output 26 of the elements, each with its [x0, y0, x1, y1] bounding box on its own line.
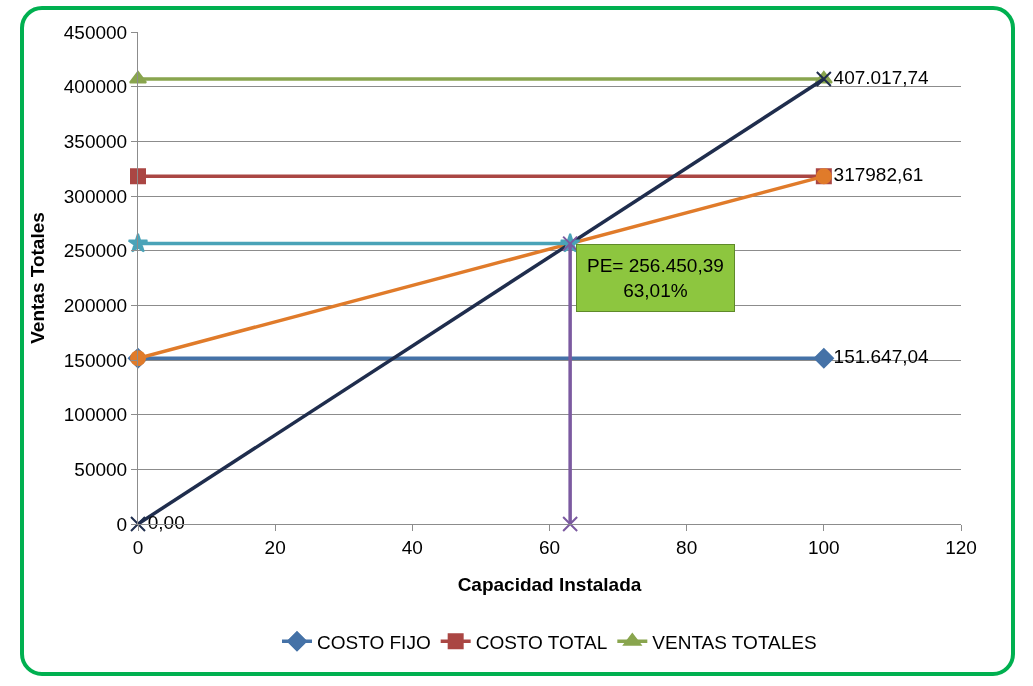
- x-tick-label: 120: [945, 536, 977, 558]
- y-tick-label: 250000: [63, 240, 128, 262]
- y-tick-label: 50000: [74, 458, 128, 480]
- legend-label: COSTO FIJO: [317, 631, 431, 653]
- y-tick-label: 450000: [63, 21, 128, 43]
- x-axis-title: Capacidad Instalada: [457, 574, 642, 595]
- x-tick-label: 20: [264, 536, 286, 558]
- data-label: 317982,61: [833, 164, 924, 186]
- y-tick-label: 300000: [63, 185, 128, 207]
- y-tick-label: 150000: [63, 349, 128, 371]
- y-tick-label: 350000: [63, 130, 128, 152]
- x-tick-label: 60: [538, 536, 561, 558]
- data-label: 151.647,04: [833, 345, 930, 367]
- x-tick-label: 0: [132, 536, 144, 558]
- y-tick-label: 400000: [63, 76, 128, 98]
- y-tick-label: 0: [116, 513, 128, 535]
- legend-label: COSTO TOTAL: [475, 631, 608, 653]
- data-label: 407.017,74: [833, 66, 930, 88]
- y-tick-label: 200000: [63, 294, 128, 316]
- annotation: PE= 256.450,39 63,01%: [587, 255, 724, 301]
- y-axis-title: Ventas Totales: [26, 212, 48, 344]
- x-tick-label: 80: [676, 536, 698, 558]
- x-tick-label: 40: [401, 536, 423, 558]
- y-tick-label: 100000: [63, 404, 128, 426]
- x-tick-label: 100: [807, 536, 840, 558]
- legend-label: VENTAS TOTALES: [652, 631, 817, 653]
